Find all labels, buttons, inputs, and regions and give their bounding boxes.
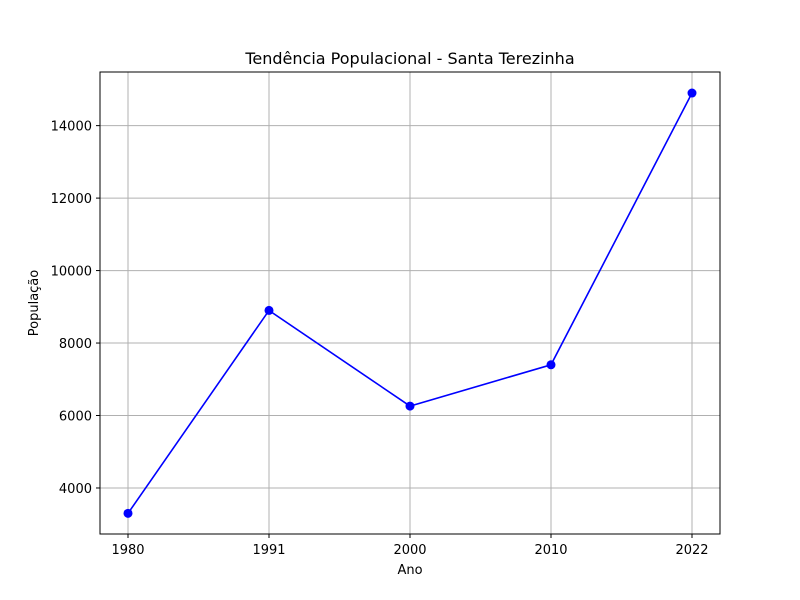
x-axis: 1980 1991 2000 2010 2022 <box>111 534 709 558</box>
x-tick-label: 1991 <box>252 543 285 558</box>
grid-lines <box>100 72 720 534</box>
y-tick-label: 14000 <box>51 120 92 135</box>
x-tick-label: 2022 <box>675 543 708 558</box>
y-tick-label: 6000 <box>59 410 92 425</box>
data-point <box>687 88 697 98</box>
y-axis-label: População <box>27 270 42 337</box>
y-axis: 4000 6000 8000 10000 12000 14000 <box>51 120 100 497</box>
x-tick-label: 2010 <box>534 543 567 558</box>
y-tick-label: 4000 <box>59 482 92 497</box>
chart-title: Tendência Populacional - Santa Terezinha <box>244 49 574 68</box>
y-tick-label: 10000 <box>51 265 92 280</box>
y-tick-label: 8000 <box>59 337 92 352</box>
x-tick-label: 1980 <box>111 543 144 558</box>
series-layer <box>123 88 697 518</box>
x-axis-label: Ano <box>397 563 422 578</box>
data-point <box>405 401 415 411</box>
data-point <box>123 508 133 518</box>
data-point <box>546 360 556 370</box>
y-tick-label: 12000 <box>51 192 92 207</box>
x-tick-label: 2000 <box>393 543 426 558</box>
data-point <box>264 305 274 315</box>
